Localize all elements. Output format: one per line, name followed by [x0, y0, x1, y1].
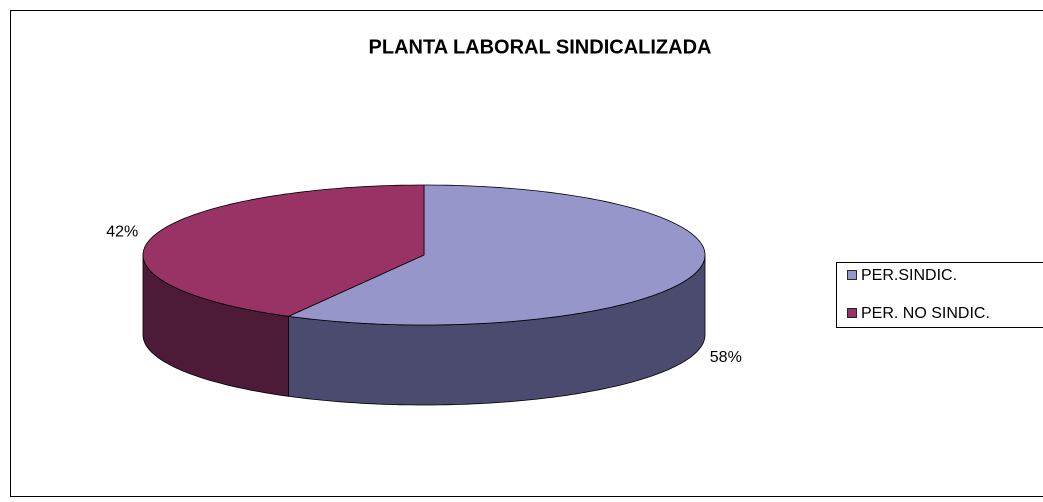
legend-box — [836, 262, 1043, 328]
data-label: 42% — [106, 224, 138, 241]
data-label: 58% — [710, 349, 742, 366]
legend-swatch — [847, 270, 857, 280]
legend-label: PER.SINDIC. — [861, 267, 957, 284]
legend: PER.SINDIC. PER. NO SINDIC. — [836, 262, 1043, 328]
pie: 58% 42% — [106, 184, 742, 406]
pie-slice — [287, 184, 706, 326]
chart-title: PLANTA LABORAL SINDICALIZADA — [369, 36, 712, 58]
pie-slice — [142, 184, 425, 317]
legend-label: PER. NO SINDIC. — [861, 305, 990, 322]
legend-swatch — [847, 308, 857, 318]
